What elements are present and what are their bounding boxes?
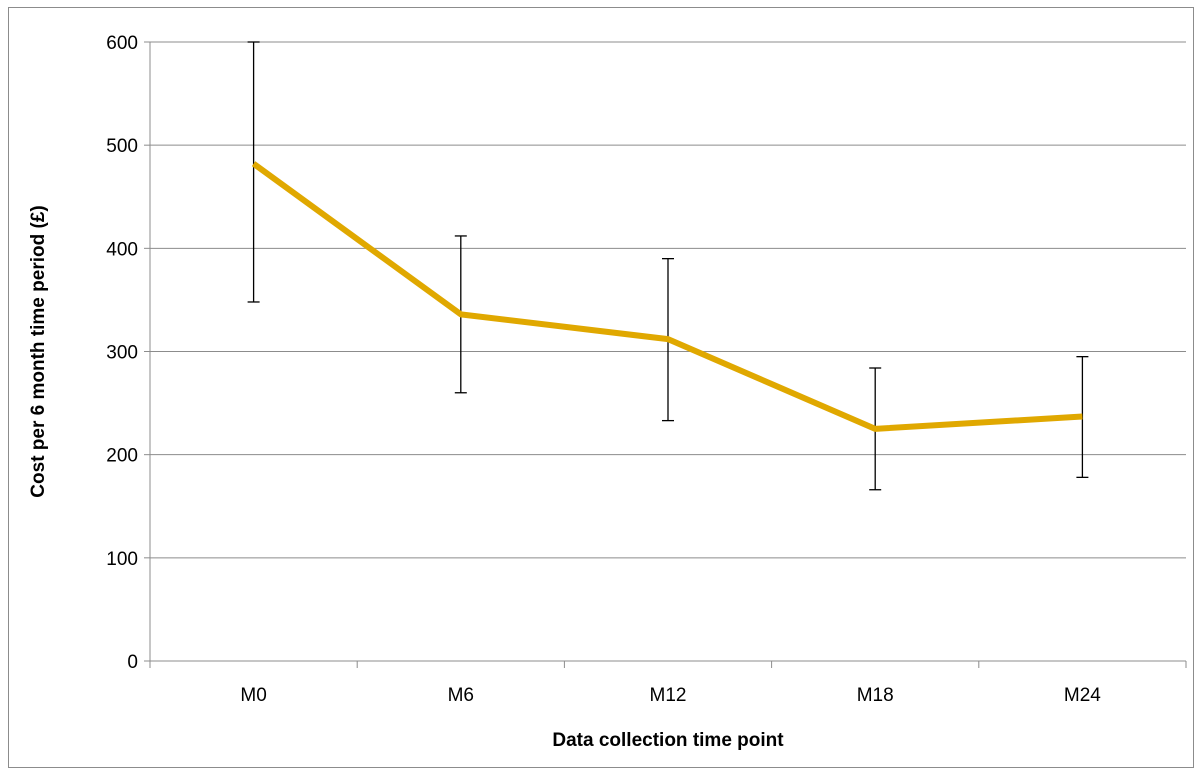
chart-frame <box>8 7 1194 768</box>
y-axis-title: Cost per 6 month time period (£) <box>28 205 49 497</box>
series-lines <box>251 161 1083 432</box>
y-tick-label-500: 500 <box>106 136 138 157</box>
y-tick-label-100: 100 <box>106 549 138 570</box>
x-tick-label-M18: M18 <box>857 685 894 706</box>
x-tick-label-M0: M0 <box>240 685 266 706</box>
x-tick-label-M24: M24 <box>1064 685 1101 706</box>
x-axis-title: Data collection time point <box>552 730 784 751</box>
y-tick-labels: 0 100 200 300 400 500 600 <box>106 33 138 673</box>
x-tick-labels: M0 M6 M12 M18 M24 <box>240 685 1101 706</box>
axes <box>144 41 1187 668</box>
y-tick-label-300: 300 <box>106 343 138 364</box>
gridlines <box>150 41 1186 559</box>
y-tick-label-200: 200 <box>106 446 138 467</box>
y-tick-label-0: 0 <box>127 652 138 673</box>
y-tick-label-600: 600 <box>106 33 138 54</box>
x-tick-label-M6: M6 <box>448 685 474 706</box>
y-tick-label-400: 400 <box>106 239 138 260</box>
x-tick-label-M12: M12 <box>650 685 687 706</box>
